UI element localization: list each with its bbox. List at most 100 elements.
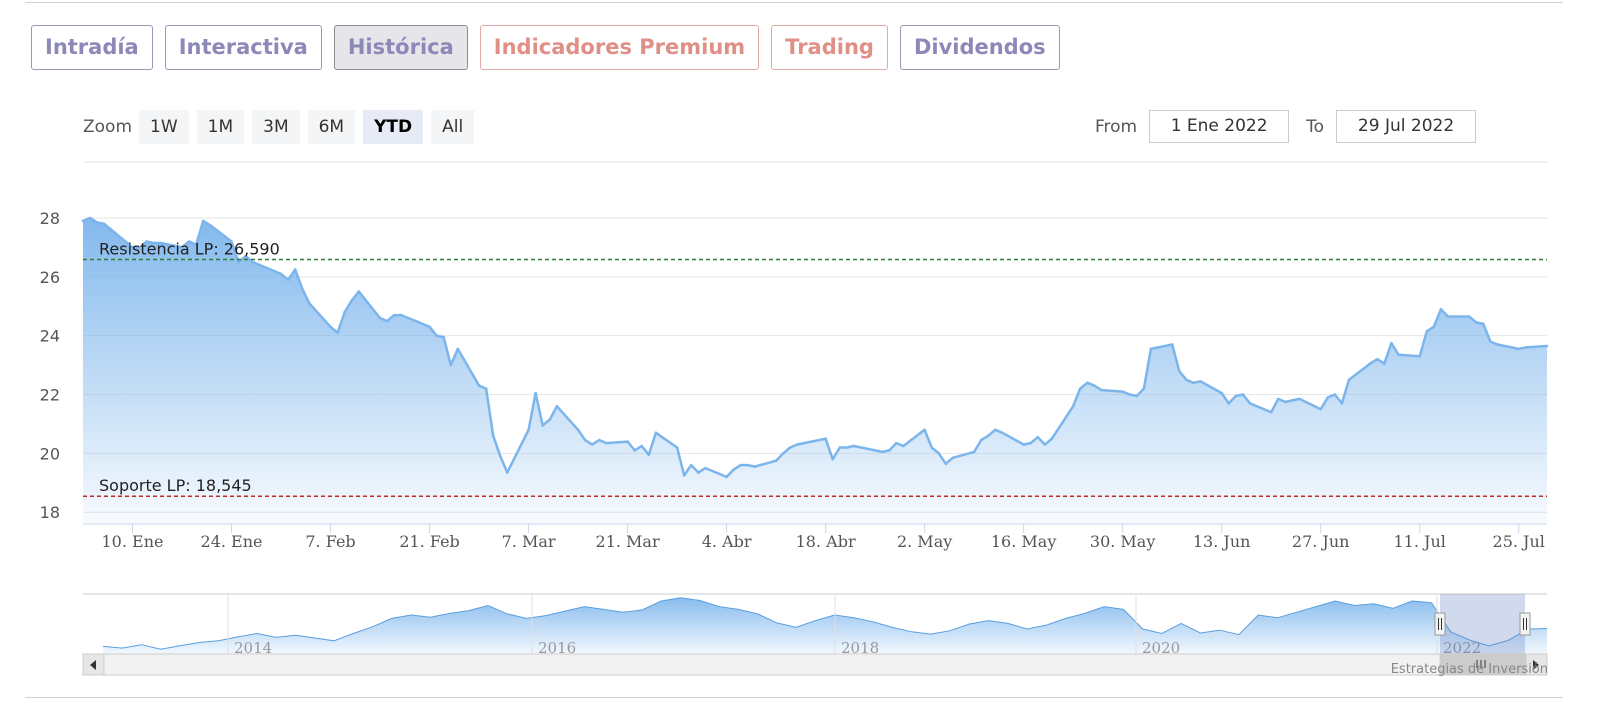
bottom-rule (25, 697, 1563, 698)
data-point (1036, 435, 1040, 439)
reference-lines: Resistencia LP: 26,590 Soporte LP: 18,545 (83, 239, 1547, 497)
tab-indicadores-premium[interactable]: Indicadores Premium (479, 25, 760, 70)
data-point (1149, 347, 1153, 351)
x-tick-label: 25. Jul (1493, 532, 1545, 551)
data-point (499, 455, 502, 458)
data-point (1121, 390, 1124, 393)
data-point (1071, 405, 1075, 408)
x-tick-label: 21. Mar (596, 532, 660, 551)
scrollbar (82, 653, 1548, 676)
data-point (951, 456, 955, 460)
data-point (1022, 443, 1025, 446)
data-point (1276, 397, 1280, 401)
data-point (145, 240, 148, 243)
to-label: To (1306, 116, 1325, 137)
tab-dividendos[interactable]: Dividendos (899, 25, 1060, 70)
data-point (1248, 402, 1252, 405)
tab-intradia[interactable]: Intradía (31, 25, 153, 70)
data-point (1467, 315, 1471, 318)
zoom-button-1m[interactable]: 1M (196, 110, 245, 144)
data-point (442, 335, 446, 339)
data-point (937, 452, 941, 455)
y-tick-label: 24 (40, 327, 60, 346)
data-point (824, 437, 827, 441)
data-point (1383, 362, 1386, 365)
data-point (1050, 437, 1054, 441)
data-point (357, 290, 361, 293)
zoom-button-1w[interactable]: 1W (139, 110, 189, 144)
data-point (138, 246, 141, 249)
data-point (1086, 381, 1089, 385)
navigator[interactable]: 2014 2016 2018 2020 2022 (82, 593, 1548, 676)
y-tick-label: 22 (40, 386, 60, 405)
tab-historica[interactable]: Histórica (333, 25, 468, 70)
data-point (590, 443, 594, 446)
data-point (796, 443, 799, 446)
data-point (1496, 343, 1499, 346)
navigator-year-label: 2022 (1443, 639, 1481, 657)
data-point (1078, 387, 1082, 390)
plot-area (81, 216, 1549, 524)
data-point (598, 438, 601, 442)
data-point (1517, 347, 1520, 351)
data-point (293, 268, 297, 271)
data-point (1524, 346, 1528, 349)
data-point (95, 221, 99, 224)
y-tick-label: 18 (40, 503, 60, 522)
data-point (576, 428, 580, 432)
data-point (541, 424, 544, 427)
data-point (159, 241, 163, 245)
data-point (1425, 330, 1429, 333)
data-point (725, 475, 728, 479)
data-point (640, 444, 643, 448)
zoom-button-all[interactable]: All (431, 110, 475, 144)
data-point (781, 452, 785, 455)
tab-bar: Intradía Interactiva Histórica Indicador… (31, 25, 1060, 70)
data-point (888, 449, 891, 452)
data-point (788, 446, 792, 449)
data-point (506, 471, 509, 474)
data-point (1489, 340, 1492, 343)
data-point (534, 391, 537, 395)
data-point (979, 438, 983, 442)
zoom-button-ytd[interactable]: YTD (363, 110, 424, 144)
data-point (1418, 355, 1421, 358)
data-point (456, 347, 460, 351)
data-point (110, 228, 113, 231)
data-point (1298, 397, 1301, 401)
data-point (845, 446, 849, 449)
navigator-left-handle[interactable] (1434, 612, 1446, 636)
navigator-line (102, 597, 1548, 650)
tab-trading[interactable]: Trading (771, 25, 888, 70)
data-point (1545, 344, 1549, 348)
from-date-input[interactable]: 1 Ene 2022 (1149, 110, 1290, 143)
to-date-input[interactable]: 29 Jul 2022 (1336, 110, 1477, 143)
data-point (400, 313, 403, 317)
navigator-year-label: 2020 (1142, 639, 1180, 657)
data-point (895, 441, 898, 445)
data-point (774, 459, 778, 463)
top-rule (25, 2, 1563, 3)
navigator-right-handle[interactable] (1519, 612, 1531, 636)
data-point (258, 263, 262, 267)
x-tick-label: 27. Jun (1292, 532, 1350, 551)
data-point (1170, 343, 1174, 346)
data-point (491, 434, 495, 438)
data-point (1135, 394, 1139, 398)
data-point (230, 240, 233, 243)
data-point (392, 313, 396, 317)
zoom-button-3m[interactable]: 3M (252, 110, 300, 144)
data-point (689, 463, 693, 467)
tab-interactiva[interactable]: Interactiva (164, 25, 322, 70)
data-point (152, 241, 155, 245)
support-label: Soporte LP: 18,545 (99, 476, 252, 495)
data-point (1482, 322, 1485, 326)
data-point (831, 458, 834, 461)
data-point (1269, 410, 1273, 414)
data-point (1439, 307, 1443, 311)
navigator-selection (1440, 594, 1525, 654)
scrollbar-thumb[interactable] (1439, 654, 1526, 675)
zoom-button-6m[interactable]: 6M (307, 110, 356, 144)
navigator-year-label: 2016 (538, 639, 576, 657)
